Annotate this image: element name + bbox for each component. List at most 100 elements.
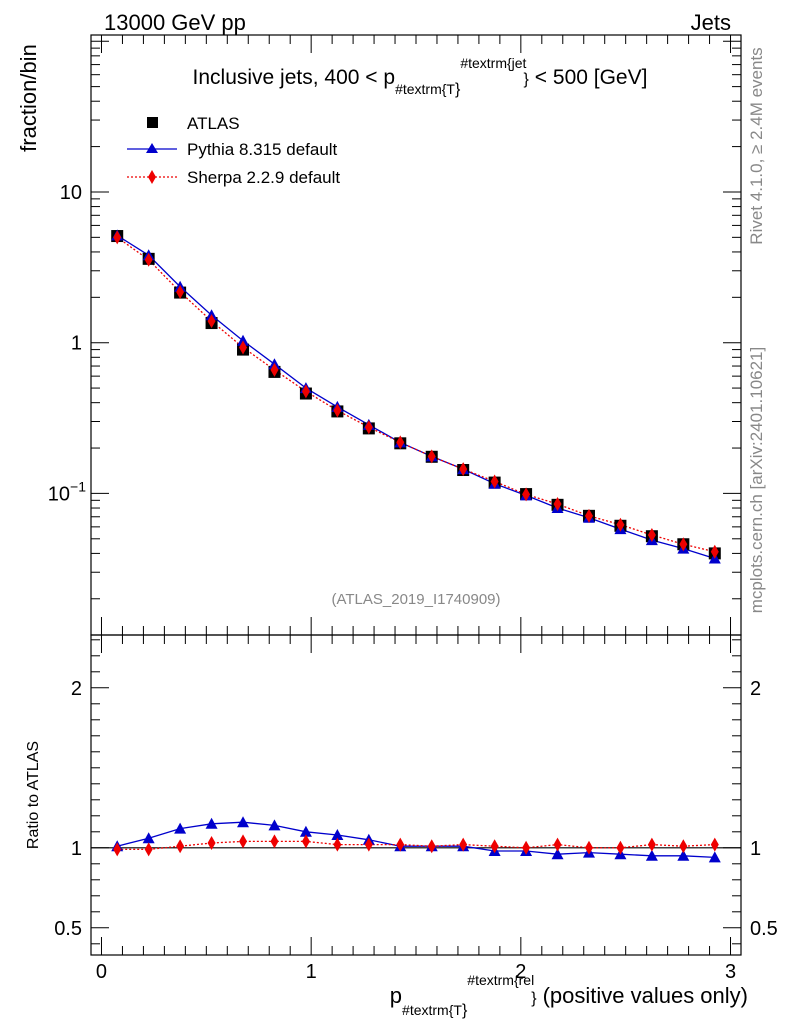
legend-sherpa-label: Sherpa 2.2.9 default [187,168,340,187]
sherpa-data-point [364,420,373,435]
sherpa-ratio-point [647,837,656,852]
ratio-y-tick-labels: 2 2 1 1 0.5 0.5 [54,678,778,940]
sherpa-data-point [113,230,122,245]
main-series-lines [116,234,715,560]
ratio-y-tick-label-right: 0.5 [750,918,778,940]
sherpa-ratio-point [427,839,436,854]
legend-pythia-marker [146,143,158,153]
pythia-data-point [237,334,250,346]
legend-pythia-label: Pythia 8.315 default [187,140,338,159]
main-y-tick-label: 10 [60,182,82,204]
legend-sherpa-marker [148,170,156,184]
sherpa-data-point [270,362,279,377]
ratio-axis-ticks [91,635,741,955]
sherpa-data-point [553,497,562,512]
ratio-x-tick-labels: 0 1 2 3 [96,961,736,983]
pythia-main-line [116,234,715,560]
ratio-series-lines [117,821,715,859]
xlabel-subscript: #textrm{T [402,1002,462,1018]
sherpa-ratio-point [301,834,310,849]
ratio-plot-frame [90,634,742,956]
main-y-tick-label: 1 [71,333,82,355]
legend-atlas-marker [147,117,158,128]
ratio-y-tick-label-left: 0.5 [54,918,82,940]
sherpa-data-point [647,527,656,542]
sherpa-data-point [176,284,185,299]
pythia-ratio-point [174,822,187,834]
ratio-y-axis-label: Ratio to ATLAS [25,741,42,849]
legend-atlas-label: ATLAS [187,114,240,133]
sherpa-data-point [333,403,342,418]
header-category-label: Jets [691,10,731,35]
side-events-label: Rivet 4.1.0, ≥ 2.4M events [747,47,766,244]
sherpa-main-line [116,236,715,553]
sherpa-data-point [396,435,405,450]
main-y-tick-labels: 10 1 10−1 [48,182,86,505]
main-y-tick-label: 10−1 [48,478,86,505]
pythia-ratio-point [551,848,564,860]
title-superscript: #textrm{jet [460,55,526,71]
main-axis-ticks [91,35,741,635]
ratio-x-tick-label: 2 [515,961,526,983]
sherpa-data-point [522,487,531,502]
sherpa-ratio-point [584,840,593,855]
main-series-markers [111,229,721,564]
sherpa-ratio-point [396,837,405,852]
main-y-axis-label: fraction/bin [16,44,41,152]
pythia-ratio-point [205,817,218,829]
pythia-ratio-point [142,832,155,844]
sherpa-ratio-point [144,842,153,857]
pythia-ratio-point [237,816,250,828]
pythia-ratio-point [268,819,281,831]
sherpa-data-point [616,517,625,532]
legend: ATLAS Pythia 8.315 default Sherpa 2.2.9 … [127,114,340,187]
sherpa-ratio-point [333,837,342,852]
sherpa-ratio-point [207,836,216,850]
sherpa-ratio-point [270,834,279,849]
ratio-y-tick-label-right: 2 [750,678,761,700]
ratio-x-tick-label: 1 [306,961,317,983]
xlabel-tail: (positive values only) [543,983,748,1008]
sherpa-ratio-point [113,842,122,857]
title-main-part: Inclusive jets, 400 < p [193,66,396,89]
pythia-ratio-point [677,849,690,861]
pythia-ratio-point [645,849,658,861]
xlabel-main-part: p [390,983,402,1008]
sherpa-ratio-point [616,840,625,855]
sherpa-data-point [239,340,248,355]
sherpa-data-point [207,314,216,329]
sherpa-ratio-point [710,837,719,852]
ratio-y-tick-label-right: 1 [750,838,761,860]
main-title: Inclusive jets, 400 < p#textrm{T}#textrm… [193,55,648,98]
sherpa-ratio-point [176,839,185,854]
sherpa-data-point [710,544,719,559]
side-reference-label: mcplots.cern.ch [arXiv:2401.10621] [747,347,766,613]
ratio-x-tick-label: 0 [96,961,107,983]
sherpa-ratio-point [239,834,248,849]
sherpa-data-point [144,252,153,267]
pythia-ratio-line [117,821,715,859]
pythia-ratio-point [331,829,344,840]
sherpa-data-point [459,462,468,477]
sherpa-data-point [490,474,499,489]
sherpa-ratio-point [679,839,688,854]
ratio-x-tick-label: 3 [725,961,736,983]
pythia-ratio-point [708,851,721,863]
analysis-tag: (ATLAS_2019_I1740909) [331,591,500,608]
title-subscript: #textrm{T [395,81,455,97]
ratio-y-tick-label-left: 2 [71,678,82,700]
header-energy-label: 13000 GeV pp [104,10,246,35]
sherpa-data-point [584,508,593,523]
sherpa-ratio-point [522,840,531,855]
xlabel-superscript: #textrm{rel [467,972,534,988]
sherpa-ratio-point [490,839,499,854]
sherpa-data-point [427,449,436,464]
title-tail: < 500 [GeV] [535,66,648,89]
sherpa-ratio-point [364,837,373,852]
x-axis-label: p#textrm{T}#textrm{rel} (positive values … [390,972,748,1019]
ratio-series-markers [111,816,721,863]
pythia-ratio-point [299,825,312,837]
sherpa-ratio-point [553,837,562,852]
ratio-y-tick-label-left: 1 [71,838,82,860]
